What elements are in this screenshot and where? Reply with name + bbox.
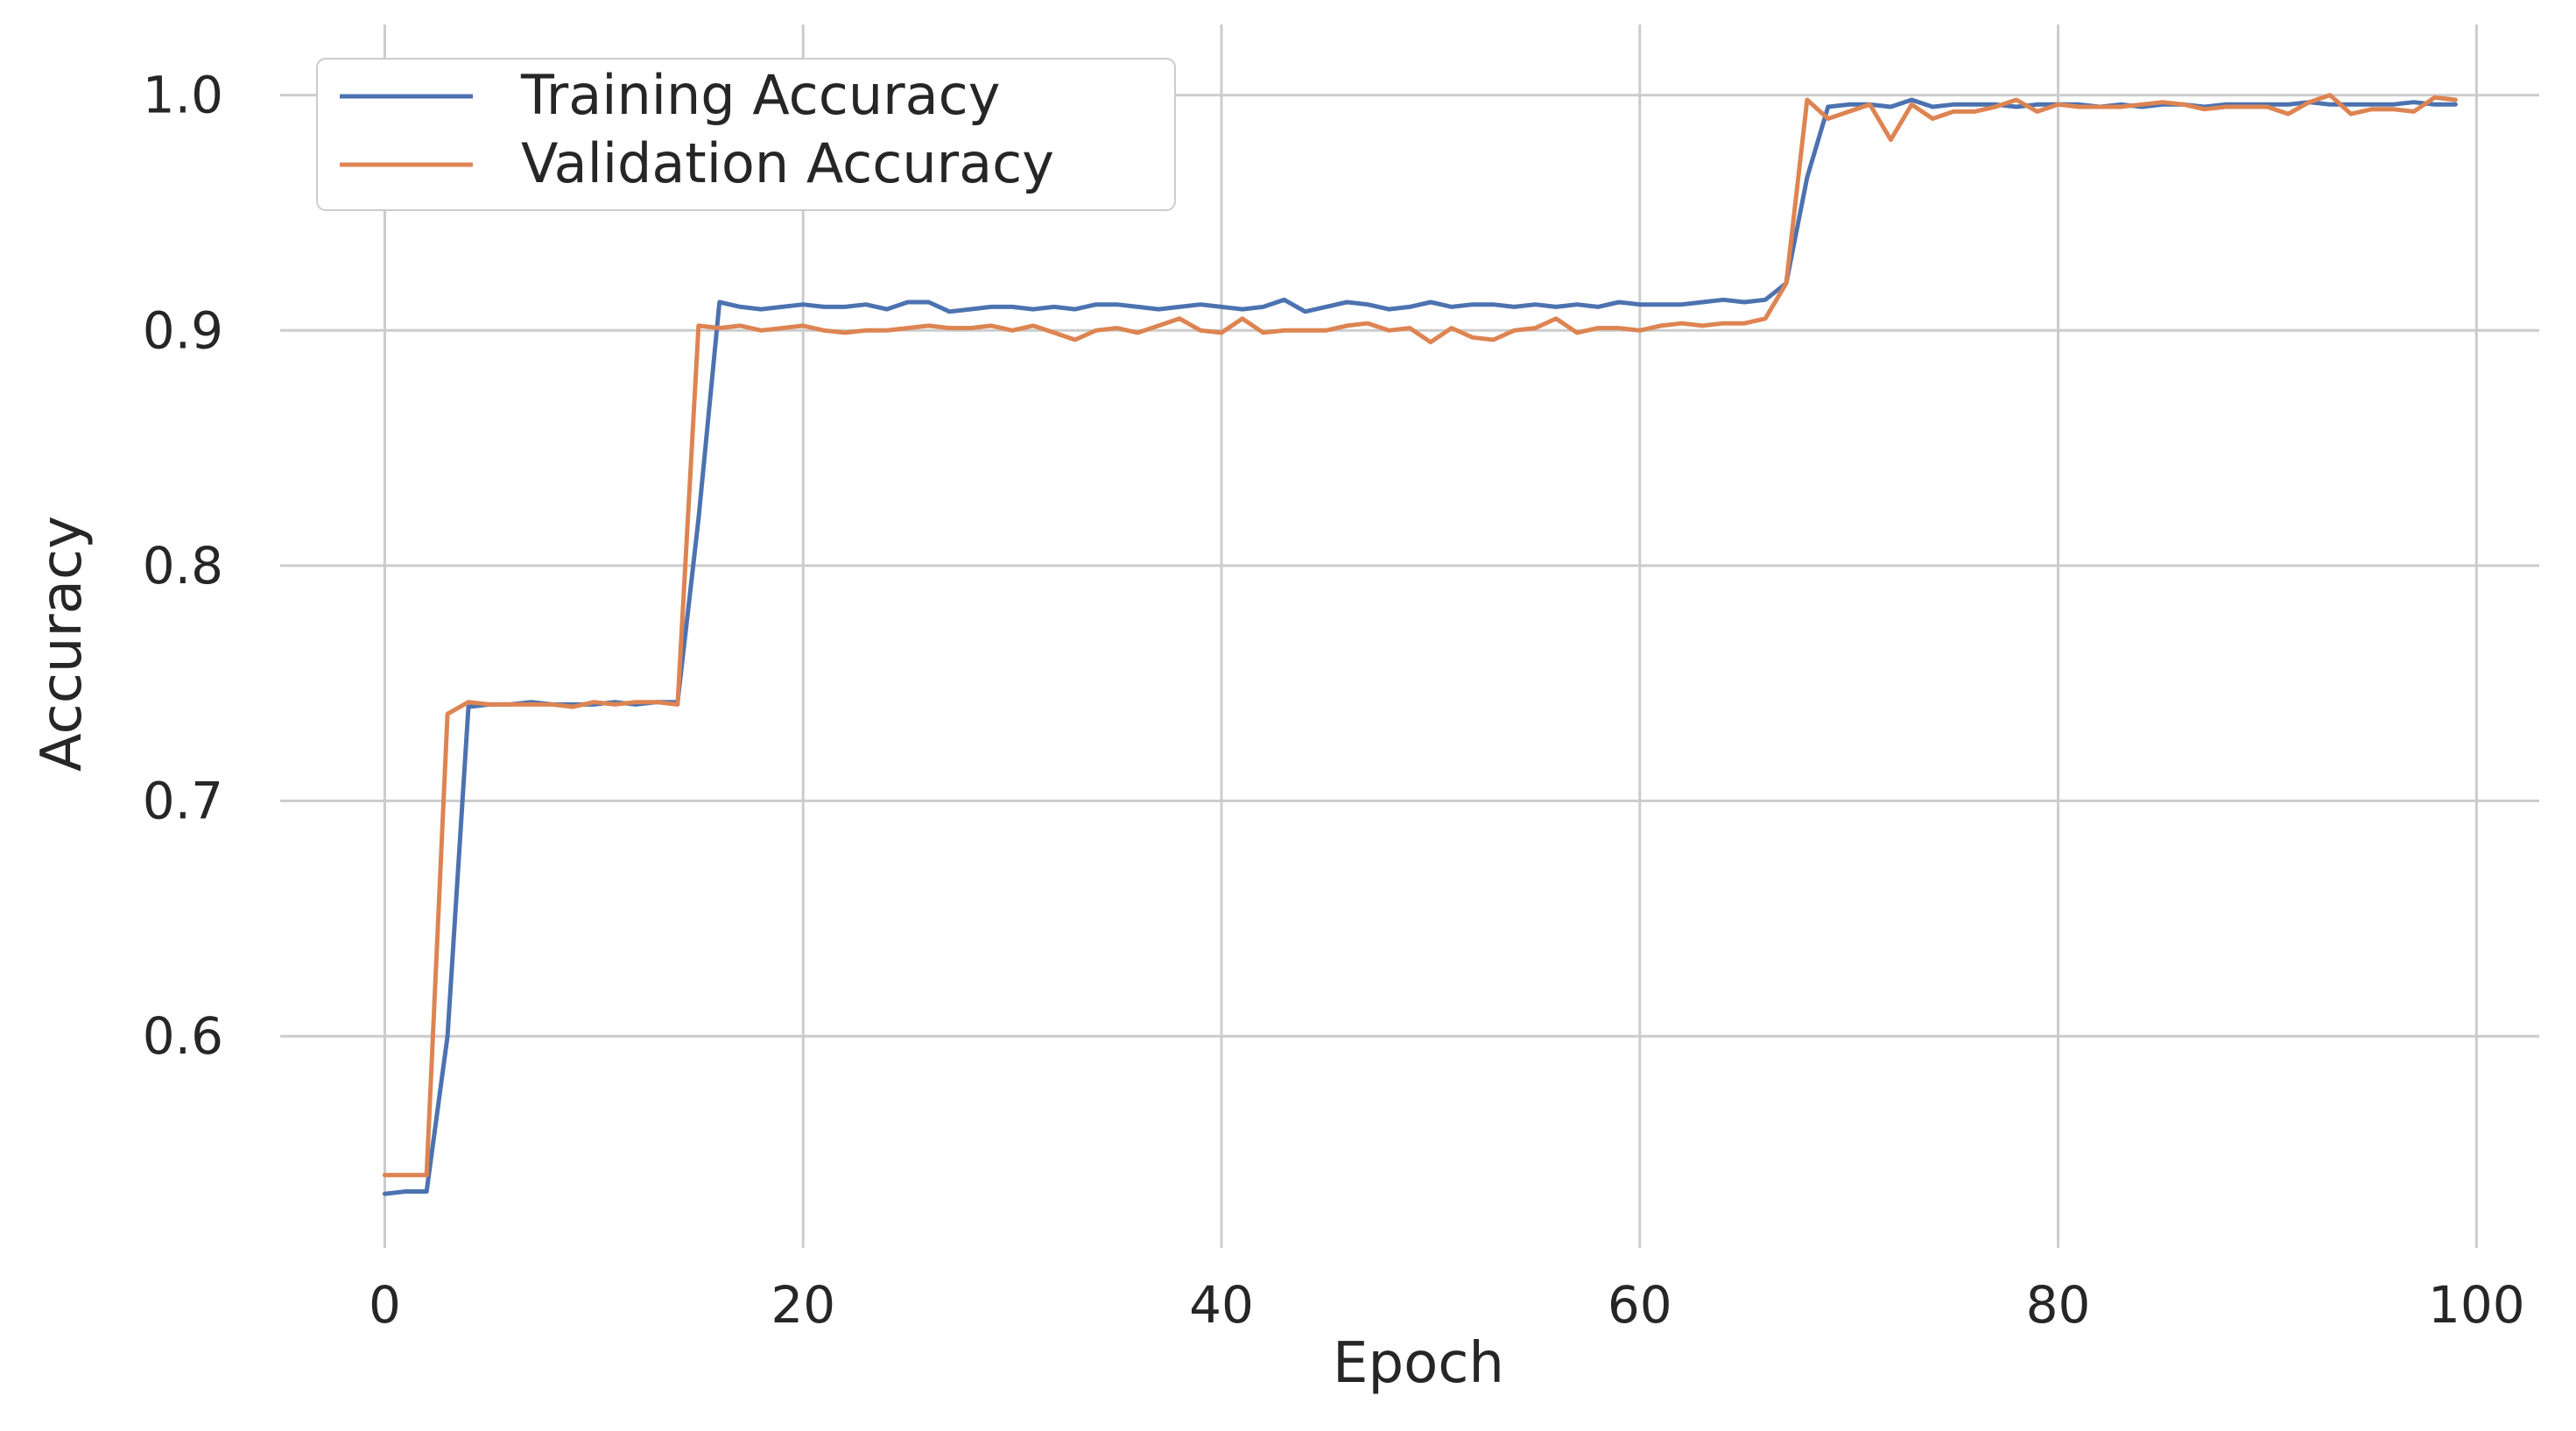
- x-tick-label: 40: [1189, 1275, 1254, 1335]
- x-tick-label: 20: [771, 1275, 835, 1335]
- series-line-validation: [382, 93, 2458, 1178]
- x-axis-title: Epoch: [1333, 1331, 1504, 1396]
- series-lines: [382, 93, 2458, 1196]
- y-tick-label: 0.9: [143, 300, 223, 360]
- y-tick-label: 0.7: [143, 772, 223, 831]
- series-line-training: [382, 97, 2458, 1196]
- legend-label-validation: Validation Accuracy: [521, 131, 1054, 195]
- legend-label-training: Training Accuracy: [520, 63, 1000, 127]
- y-tick-label: 1.0: [143, 66, 223, 125]
- x-tick-label: 0: [369, 1275, 401, 1335]
- legend: Training Accuracy Validation Accuracy: [316, 58, 1176, 211]
- x-tick-labels: 0 20 40 60 80 100: [369, 1275, 2525, 1335]
- x-tick-label: 60: [1608, 1275, 1672, 1335]
- y-tick-labels: 0.6 0.7 0.8 0.9 1.0: [143, 66, 223, 1067]
- x-tick-label: 100: [2428, 1275, 2525, 1335]
- y-tick-label: 0.6: [143, 1006, 223, 1066]
- y-axis-title: Accuracy: [30, 516, 95, 772]
- y-tick-label: 0.8: [143, 536, 223, 596]
- legend-box: [316, 58, 1176, 211]
- x-tick-label: 80: [2026, 1275, 2091, 1335]
